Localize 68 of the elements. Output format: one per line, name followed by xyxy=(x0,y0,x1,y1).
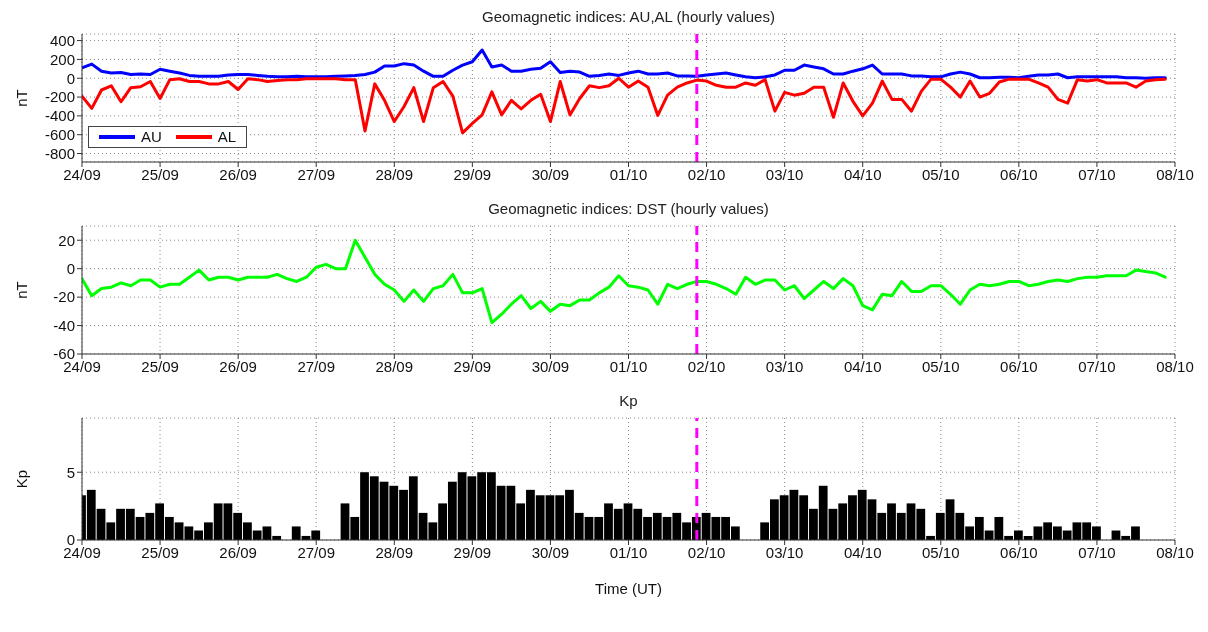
y-tick-label: 200 xyxy=(49,50,75,68)
x-tick-label: 25/09 xyxy=(141,357,179,375)
y-axis-title: nT xyxy=(13,281,31,299)
x-tick-label: 28/09 xyxy=(375,543,414,561)
x-tick-label: 02/10 xyxy=(687,165,726,183)
chart-title: Geomagnetic indices: AU,AL (hourly values) xyxy=(481,8,776,27)
x-tick-label: 26/09 xyxy=(219,543,257,561)
x-tick-label: 04/10 xyxy=(843,165,882,183)
x-tick-label: 30/09 xyxy=(531,357,570,375)
y-tick-label: -200 xyxy=(44,88,75,106)
x-tick-label: 01/10 xyxy=(609,543,648,561)
x-tick-label: 05/10 xyxy=(922,357,960,375)
x-tick-label: 02/10 xyxy=(687,357,726,375)
x-tick-label: 29/09 xyxy=(453,543,492,561)
y-tick-label: -800 xyxy=(44,144,75,162)
x-tick-label: 26/09 xyxy=(219,357,257,375)
x-tick-label: 04/10 xyxy=(843,543,882,561)
y-tick-label: -400 xyxy=(44,107,75,125)
x-tick-label: 05/10 xyxy=(922,165,960,183)
x-tick-label: 01/10 xyxy=(609,357,648,375)
x-tick-label: 08/10 xyxy=(1156,543,1194,561)
y-axis-title: nT xyxy=(13,89,31,107)
x-tick-label: 28/09 xyxy=(375,357,414,375)
y-tick-label: 20 xyxy=(58,231,75,249)
x-tick-label: 05/10 xyxy=(922,543,960,561)
y-tick-label: -60 xyxy=(53,345,75,363)
x-tick-label: 03/10 xyxy=(765,357,804,375)
x-tick-label: 25/09 xyxy=(141,543,179,561)
x-tick-label: 30/09 xyxy=(531,165,570,183)
legend-label: AL xyxy=(217,128,237,146)
y-tick-label: 400 xyxy=(49,31,75,49)
x-tick-label: 27/09 xyxy=(297,357,335,375)
y-tick-label: -40 xyxy=(53,316,75,334)
x-tick-label: 28/09 xyxy=(375,165,414,183)
y-tick-label: -20 xyxy=(53,288,75,306)
x-tick-label: 06/10 xyxy=(1000,357,1038,375)
x-tick-label: 29/09 xyxy=(453,165,492,183)
y-tick-label: -600 xyxy=(44,126,75,144)
line-series xyxy=(82,48,1167,80)
x-tick-label: 25/09 xyxy=(141,165,179,183)
y-tick-label: 0 xyxy=(66,531,75,549)
x-tick-label: 07/10 xyxy=(1078,543,1116,561)
x-axis-title: Time (UT) xyxy=(595,580,662,597)
x-tick-label: 06/10 xyxy=(1000,165,1038,183)
x-tick-label: 04/10 xyxy=(843,357,882,375)
y-tick-label: 0 xyxy=(66,259,75,277)
x-tick-label: 02/10 xyxy=(687,543,726,561)
x-tick-label: 26/09 xyxy=(219,165,257,183)
x-tick-label: 07/10 xyxy=(1078,357,1116,375)
y-axis-title: Kp xyxy=(13,469,31,489)
x-tick-label: 07/10 xyxy=(1078,165,1116,183)
y-tick-label: 5 xyxy=(66,463,75,481)
x-tick-label: 30/09 xyxy=(531,543,570,561)
line-series xyxy=(82,238,1167,325)
x-tick-label: 27/09 xyxy=(297,543,335,561)
x-tick-label: 03/10 xyxy=(765,165,804,183)
x-tick-label: 03/10 xyxy=(765,543,804,561)
chart-title: Kp xyxy=(618,392,639,411)
x-tick-label: 24/09 xyxy=(63,165,101,183)
chart-title: Geomagnetic indices: DST (hourly values) xyxy=(487,200,770,219)
x-tick-label: 29/09 xyxy=(453,357,492,375)
y-tick-label: 0 xyxy=(66,69,75,87)
legend-label: AU xyxy=(141,128,162,146)
x-tick-label: 27/09 xyxy=(297,165,335,183)
x-tick-label: 01/10 xyxy=(609,165,648,183)
x-tick-label: 06/10 xyxy=(1000,543,1038,561)
x-tick-label: 08/10 xyxy=(1156,357,1194,375)
x-tick-label: 08/10 xyxy=(1156,165,1194,183)
